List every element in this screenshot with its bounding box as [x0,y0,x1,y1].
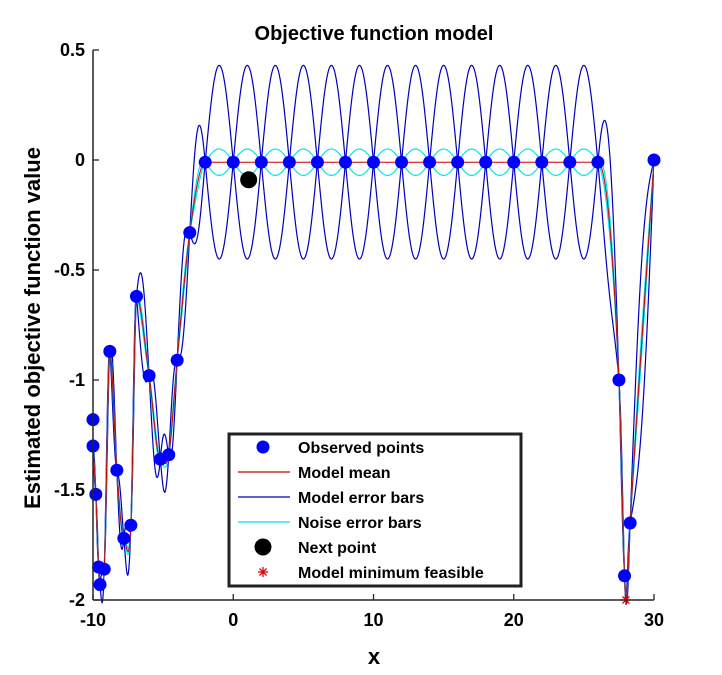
observed-point [367,155,380,169]
observed-point [623,516,637,530]
legend-item: Noise error bars [238,515,422,532]
x-tick-label: 0 [228,610,238,630]
observed-point [162,448,176,462]
legend-items: Observed points Model mean Model error bar… [238,440,484,582]
observed-point [142,369,156,383]
observed-point [198,155,212,169]
y-tick-label: -1 [69,370,85,390]
axes: -10 0 10 20 30 -2 -1.5 -1 -0.5 0 0.5 [54,40,664,630]
y-tick-label: 0 [75,150,85,170]
next-point-marker [240,171,258,189]
legend-marker-symbol [254,538,272,556]
observed-point [226,155,240,169]
observed-point [618,569,632,583]
legend-item: Model mean [238,465,390,482]
observed-point [507,155,521,169]
observed-point [591,155,605,169]
observed-point [612,373,626,387]
observed-point [103,344,117,358]
observed-point [117,531,131,545]
chart-title: Objective function model [255,23,494,45]
observed-point [563,155,577,169]
observed-point [254,155,268,169]
observed-point [423,155,437,169]
x-axis-label: x [368,644,381,669]
x-tick-label: 20 [504,610,524,630]
legend-item: Model minimum feasible [258,565,484,582]
legend-item: Observed points [256,440,424,457]
observed-point [93,578,107,592]
legend-item: Next point [254,538,377,557]
y-tick-label: -2 [69,590,85,610]
legend-label: Noise error bars [298,515,422,532]
y-tick-label: 0.5 [60,40,85,60]
x-tick-label: 10 [363,610,383,630]
y-tick-label: -0.5 [54,260,85,280]
observed-point [183,226,197,240]
observed-point [479,155,493,169]
legend-item: Model error bars [238,490,424,507]
observed-point [310,155,324,169]
observed-point [395,155,409,169]
observed-point [338,155,352,169]
y-tick-label: -1.5 [54,480,85,500]
observed-point [647,153,661,167]
legend-label: Model mean [298,465,390,482]
legend-label: Model minimum feasible [298,565,484,582]
legend-star-symbol [258,567,268,577]
observed-point [110,463,124,477]
observed-point [535,155,549,169]
legend-box [227,432,523,588]
observed-point [124,518,138,532]
observed-point [129,289,143,303]
observed-point [451,155,465,169]
x-tick-label: 30 [644,610,664,630]
observed-point [282,155,296,169]
legend: Observed points Model mean Model error bar… [227,432,523,588]
legend-star-symbol-stroke [259,568,267,576]
legend-label: Next point [298,540,377,557]
legend-marker-symbol [256,440,270,454]
legend-label: Model error bars [298,490,424,507]
observed-point [170,353,184,367]
y-axis-label: Estimated objective function value [20,147,45,509]
legend-label: Observed points [298,440,424,457]
observed-point [97,562,111,576]
x-tick-label: -10 [80,610,106,630]
